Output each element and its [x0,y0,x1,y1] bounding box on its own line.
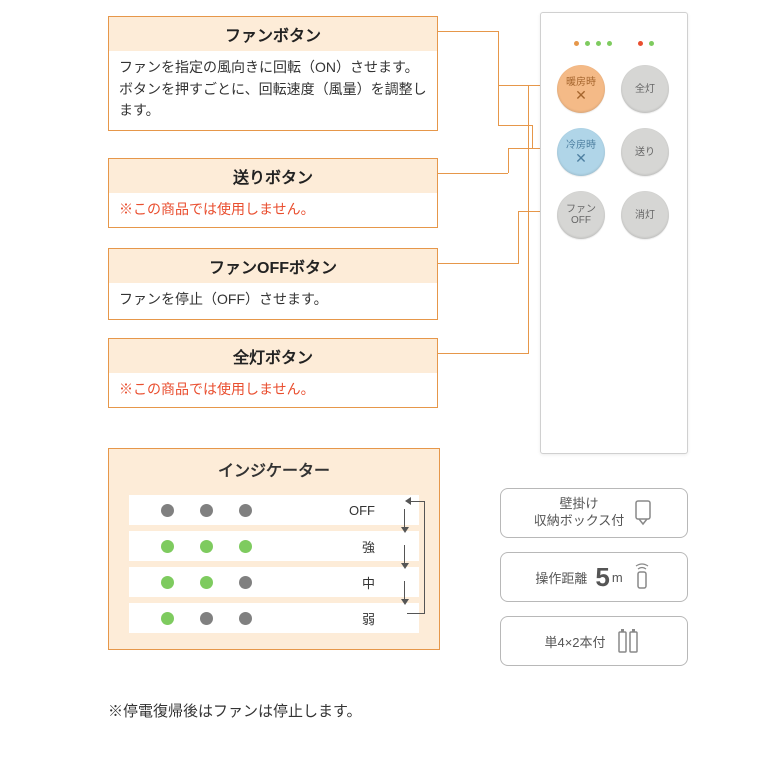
connector-line [498,85,499,125]
remote-signal-icon [631,562,653,592]
connector-line [438,353,528,354]
callout-send-note: ※この商品では使用しません。 [109,193,437,227]
spec-batteries: 単4×2本付 [500,616,688,666]
connector-line [438,173,508,174]
btn-label: OFF [571,215,591,226]
arrow-down-icon [401,563,409,569]
indicator-dot [200,576,213,589]
wall-bracket-icon [632,500,654,526]
indicator-dot [200,540,213,553]
indicator-dot [161,540,174,553]
btn-label: 全灯 [635,84,655,95]
callout-fan-body: ファンを指定の風向きに回転（ON）させます。ボタンを押すごとに、回転速度（風量）… [109,51,437,130]
callout-allon-button: 全灯ボタン ※この商品では使用しません。 [108,338,438,408]
btn-label: 冷房時 [566,140,596,151]
arrow-up-icon [405,497,411,505]
arrow-down-icon [401,527,409,533]
arrow-down-icon [401,599,409,605]
flow-line [424,501,425,613]
btn-label: 暖房時 [566,77,596,88]
indicator-dot [161,576,174,589]
connector-line [498,125,532,126]
btn-label: 送り [635,147,655,158]
indicator-dot [200,612,213,625]
connector-line [438,263,518,264]
connector-line [528,85,529,354]
btn-label: 消灯 [635,210,655,221]
spec-range: 操作距離 5 m [500,552,688,602]
callout-fanoff-body: ファンを停止（OFF）させます。 [109,283,437,319]
indicator-row: 弱 [129,603,419,633]
indicator-row: 中 [129,567,419,597]
callout-send-button: 送りボタン ※この商品では使用しません。 [108,158,438,228]
flow-line [404,509,405,527]
indicator-dot [607,41,612,46]
callout-fanoff-title: ファンOFFボタン [109,249,437,283]
indicator-dot [239,576,252,589]
connector-line [498,31,499,85]
fan-icon: ✕ [575,88,587,102]
callout-fan-title: ファンボタン [109,17,437,51]
remote-btn-send[interactable]: 送り [621,128,669,176]
footnote: ※停電復帰後はファンは停止します。 [108,700,362,721]
indicator-label: 中 [362,573,375,592]
spec-wall-mount: 壁掛け 収納ボックス付 [500,488,688,538]
btn-label: ファン [566,204,596,215]
callout-allon-note: ※この商品では使用しません。 [109,373,437,407]
spec-label: 単4×2本付 [544,632,605,651]
spec-label: 操作距離 [535,568,587,587]
indicator-dot [649,41,654,46]
indicator-dot [574,41,579,46]
indicator-label: OFF [349,503,375,518]
indicator-row: 強 [129,531,419,561]
remote-btn-cool[interactable]: 冷房時 ✕ [557,128,605,176]
flow-line [407,613,425,614]
remote-btn-heat[interactable]: 暖房時 ✕ [557,65,605,113]
indicator-dot [638,41,643,46]
fan-icon: ✕ [575,151,587,165]
indicator-dot [239,504,252,517]
indicator-dot [161,612,174,625]
spec-value: 5 [595,562,609,593]
remote-control: 暖房時 ✕ 全灯 冷房時 ✕ 送り ファン OFF 消灯 [540,12,688,454]
remote-btn-light-off[interactable]: 消灯 [621,191,669,239]
indicator-dot [239,540,252,553]
connector-line [508,148,509,173]
flow-line [404,581,405,599]
battery-icon [614,626,644,656]
spec-label: 壁掛け [534,496,625,513]
indicator-dot [585,41,590,46]
callout-allon-title: 全灯ボタン [109,339,437,373]
indicator-dot [239,612,252,625]
indicator-title: インジケーター [109,449,439,489]
indicator-dot [200,504,213,517]
remote-indicator-strip [541,41,687,46]
connector-line [518,211,519,264]
remote-btn-all-on[interactable]: 全灯 [621,65,669,113]
indicator-row: OFF [129,495,419,525]
callout-send-title: 送りボタン [109,159,437,193]
indicator-label: 弱 [362,609,375,628]
indicator-dot [161,504,174,517]
indicator-dot [596,41,601,46]
spec-unit: m [612,570,623,585]
callout-fan-button: ファンボタン ファンを指定の風向きに回転（ON）させます。ボタンを押すごとに、回… [108,16,438,131]
indicator-label: 強 [362,537,375,556]
spec-label: 収納ボックス付 [534,513,625,530]
flow-line [404,545,405,563]
remote-btn-fan-off[interactable]: ファン OFF [557,191,605,239]
connector-line [438,31,498,32]
indicator-panel: インジケーター OFF 強 中 弱 [108,448,440,650]
connector-line [532,125,533,149]
callout-fanoff-button: ファンOFFボタン ファンを停止（OFF）させます。 [108,248,438,320]
